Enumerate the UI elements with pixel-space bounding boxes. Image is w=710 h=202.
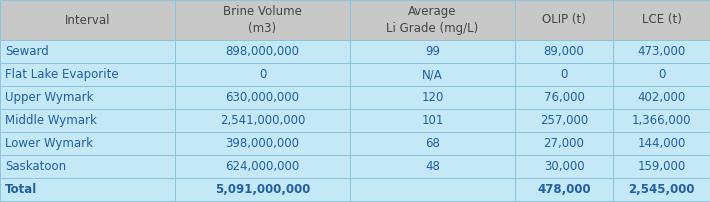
Bar	[175, 0, 350, 40]
Bar	[0, 40, 175, 63]
Text: 398,000,000: 398,000,000	[226, 137, 300, 150]
Bar	[350, 40, 515, 63]
Bar	[175, 132, 350, 155]
Bar	[0, 155, 175, 178]
Text: 99: 99	[425, 45, 440, 58]
Bar	[613, 109, 710, 132]
Text: 101: 101	[421, 114, 444, 127]
Bar	[515, 155, 613, 178]
Bar	[613, 63, 710, 86]
Bar	[350, 86, 515, 109]
Text: 120: 120	[421, 91, 444, 104]
Text: 144,000: 144,000	[638, 137, 686, 150]
Text: 898,000,000: 898,000,000	[226, 45, 300, 58]
Bar	[175, 178, 350, 201]
Text: 478,000: 478,000	[537, 183, 591, 196]
Bar	[613, 178, 710, 201]
Text: Upper Wymark: Upper Wymark	[5, 91, 94, 104]
Bar	[515, 0, 613, 40]
Text: 2,541,000,000: 2,541,000,000	[220, 114, 305, 127]
Text: Average
Li Grade (mg/L): Average Li Grade (mg/L)	[386, 5, 479, 35]
Text: 0: 0	[259, 68, 266, 81]
Text: 473,000: 473,000	[638, 45, 686, 58]
Bar	[350, 0, 515, 40]
Bar	[515, 86, 613, 109]
Bar	[175, 109, 350, 132]
Bar	[515, 63, 613, 86]
Text: Brine Volume
(m3): Brine Volume (m3)	[223, 5, 302, 35]
Text: 76,000: 76,000	[544, 91, 584, 104]
Text: Seward: Seward	[5, 45, 49, 58]
Bar	[175, 63, 350, 86]
Bar	[613, 132, 710, 155]
Text: Interval: Interval	[65, 14, 110, 26]
Bar	[175, 40, 350, 63]
Text: 159,000: 159,000	[638, 160, 686, 173]
Text: 2,545,000: 2,545,000	[628, 183, 695, 196]
Text: Middle Wymark: Middle Wymark	[5, 114, 97, 127]
Text: 624,000,000: 624,000,000	[225, 160, 300, 173]
Text: 257,000: 257,000	[540, 114, 588, 127]
Text: OLIP (t): OLIP (t)	[542, 14, 586, 26]
Text: 89,000: 89,000	[544, 45, 584, 58]
Text: LCE (t): LCE (t)	[642, 14, 682, 26]
Text: 27,000: 27,000	[544, 137, 584, 150]
Bar	[175, 155, 350, 178]
Text: Saskatoon: Saskatoon	[5, 160, 66, 173]
Text: 68: 68	[425, 137, 440, 150]
Text: 630,000,000: 630,000,000	[226, 91, 300, 104]
Bar	[515, 109, 613, 132]
Bar	[350, 178, 515, 201]
Text: 0: 0	[657, 68, 665, 81]
Bar	[613, 155, 710, 178]
Bar	[350, 63, 515, 86]
Text: 402,000: 402,000	[638, 91, 686, 104]
Bar	[613, 86, 710, 109]
Bar	[0, 63, 175, 86]
Text: 30,000: 30,000	[544, 160, 584, 173]
Bar	[350, 132, 515, 155]
Bar	[613, 0, 710, 40]
Bar	[175, 86, 350, 109]
Bar	[515, 178, 613, 201]
Text: 5,091,000,000: 5,091,000,000	[215, 183, 310, 196]
Bar	[0, 86, 175, 109]
Text: 48: 48	[425, 160, 440, 173]
Bar	[515, 132, 613, 155]
Text: Lower Wymark: Lower Wymark	[5, 137, 93, 150]
Bar	[0, 109, 175, 132]
Text: 1,366,000: 1,366,000	[632, 114, 692, 127]
Bar	[0, 178, 175, 201]
Text: N/A: N/A	[422, 68, 443, 81]
Text: 0: 0	[560, 68, 568, 81]
Bar	[0, 0, 175, 40]
Text: Total: Total	[5, 183, 37, 196]
Bar	[350, 109, 515, 132]
Bar	[515, 40, 613, 63]
Text: Flat Lake Evaporite: Flat Lake Evaporite	[5, 68, 119, 81]
Bar	[0, 132, 175, 155]
Bar	[613, 40, 710, 63]
Bar	[350, 155, 515, 178]
